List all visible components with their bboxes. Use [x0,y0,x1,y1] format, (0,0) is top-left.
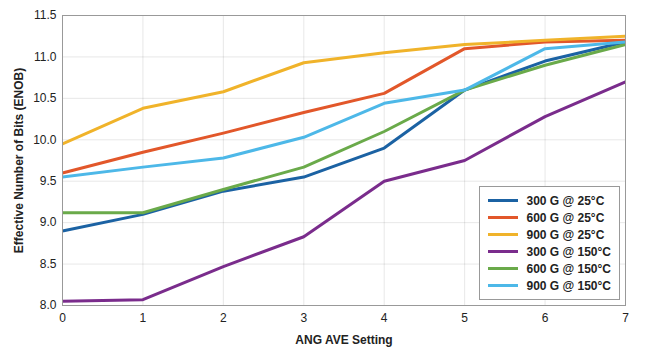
svg-text:10.5: 10.5 [33,91,57,105]
svg-text:7: 7 [622,311,629,325]
html-text:600 G @ 150°C: 600 G @ 150°C [526,261,611,276]
svg-text:9.0: 9.0 [40,215,57,229]
svg-text:8.5: 8.5 [40,257,57,271]
html-text:900 G @ 25°C: 900 G @ 25°C [526,227,605,242]
svg-text:3: 3 [300,311,307,325]
html-text:300 G @ 150°C: 300 G @ 150°C [526,244,611,259]
svg-text:11.0: 11.0 [34,50,57,64]
html-text:900 G @ 150°C: 900 G @ 150°C [526,278,611,293]
svg-text:5: 5 [461,311,468,325]
svg-text:9.5: 9.5 [40,174,57,188]
html-text:300 G @ 25°C: 300 G @ 25°C [526,193,605,208]
html-text:600 G @ 25°C: 600 G @ 25°C [526,210,605,225]
svg-text:11.5: 11.5 [34,8,57,22]
svg-text:Effective Number of Bits (ENOB: Effective Number of Bits (ENOB) [12,68,26,253]
svg-text:10.0: 10.0 [33,133,57,147]
svg-text:0: 0 [59,311,66,325]
svg-text:2: 2 [220,311,227,325]
svg-text:8.0: 8.0 [40,298,57,312]
svg-text:ANG AVE Setting: ANG AVE Setting [295,333,392,347]
svg-text:4: 4 [381,311,388,325]
svg-text:1: 1 [140,311,147,325]
svg-text:6: 6 [542,311,549,325]
